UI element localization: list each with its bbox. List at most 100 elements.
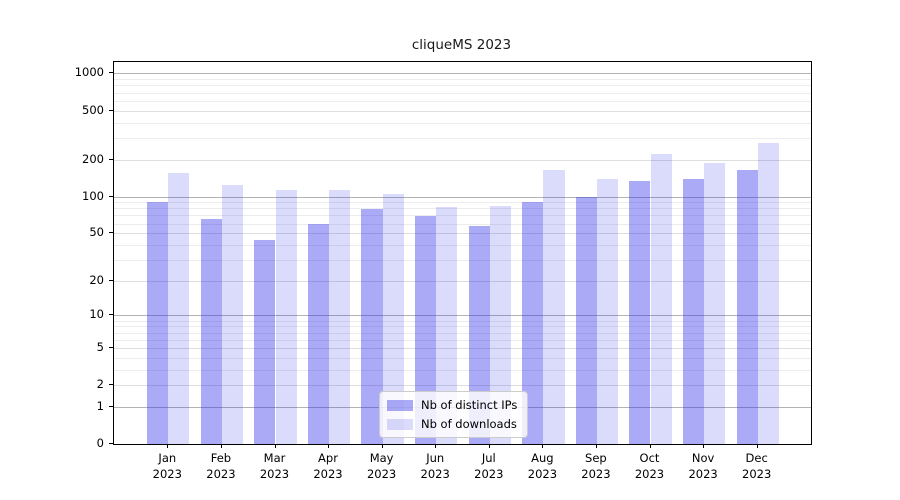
gridline-y-5	[114, 347, 811, 349]
gridline-y-9	[114, 320, 811, 322]
bar-ips-feb	[200, 219, 222, 444]
gridline-y-2	[114, 385, 811, 387]
xtick-mark-aug	[542, 444, 544, 448]
bar-ips-jul	[468, 226, 490, 444]
gridline-y-1000	[114, 73, 811, 75]
gridline-y-40	[114, 244, 811, 246]
ytick-mark-50	[109, 232, 113, 234]
legend-label-distinct-ips: Nb of distinct IPs	[421, 398, 518, 412]
bar-downloads-dec	[757, 142, 779, 444]
ytick-mark-500	[109, 109, 113, 111]
ytick-label-5: 5	[96, 339, 104, 354]
gridline-y-100	[114, 196, 811, 198]
xtick-mark-mar	[274, 444, 276, 448]
bar-ips-aug	[522, 201, 544, 444]
legend-swatch-downloads	[387, 418, 413, 430]
ytick-label-1: 1	[96, 398, 104, 413]
gridline-y-500	[114, 110, 811, 112]
bar-ips-may	[361, 209, 383, 444]
gridline-y-4	[114, 357, 811, 359]
legend-item-downloads: Nb of downloads	[387, 417, 517, 431]
bar-downloads-sep	[596, 179, 619, 444]
gridline-y-700	[114, 92, 811, 94]
bar-downloads-mar	[275, 190, 297, 444]
gridline-y-3	[114, 369, 811, 371]
xtick-label-dec: Dec 2023	[742, 451, 772, 481]
bar-downloads-jul	[489, 205, 511, 444]
bar-downloads-apr	[329, 189, 351, 444]
xtick-label-jan: Jan 2023	[152, 451, 182, 481]
xtick-label-aug: Aug 2023	[527, 451, 558, 481]
gridline-y-20	[114, 280, 811, 282]
gridline-y-6	[114, 339, 811, 341]
ytick-mark-100	[109, 195, 113, 197]
bar-downloads-nov	[704, 162, 726, 444]
ytick-mark-2	[109, 384, 113, 386]
legend-swatch-distinct-ips	[387, 399, 413, 411]
bar-downloads-feb	[221, 185, 244, 444]
gridline-y-400	[114, 122, 811, 124]
bar-downloads-jun	[436, 207, 458, 444]
ytick-label-2: 2	[96, 377, 104, 392]
legend-item-distinct-ips: Nb of distinct IPs	[387, 398, 517, 412]
bar-ips-apr	[307, 223, 329, 444]
ytick-label-500: 500	[82, 102, 104, 117]
ytick-label-10: 10	[89, 307, 104, 322]
gridline-y-7	[114, 332, 811, 334]
chart-title: cliqueMS 2023	[411, 37, 512, 53]
bar-downloads-jan	[168, 173, 190, 444]
xtick-label-apr: Apr 2023	[313, 451, 343, 481]
ytick-mark-20	[109, 279, 113, 281]
plot-area: Nb of distinct IPs Nb of downloads	[113, 61, 812, 445]
xtick-label-oct: Oct 2023	[634, 451, 665, 481]
gridline-y-50	[114, 233, 811, 235]
gridline-y-900	[114, 79, 811, 81]
bar-ips-jun	[415, 216, 437, 444]
bar-ips-oct	[629, 180, 651, 444]
legend-label-downloads: Nb of downloads	[421, 417, 517, 431]
xtick-mark-jan	[167, 444, 169, 448]
ytick-label-20: 20	[89, 272, 104, 287]
bar-ips-nov	[682, 179, 705, 444]
xtick-mark-apr	[328, 444, 329, 448]
gridline-y-600	[114, 100, 811, 102]
xtick-mark-jul	[488, 444, 490, 448]
ytick-label-0: 0	[96, 436, 104, 450]
ytick-label-200: 200	[82, 151, 104, 166]
gridline-y-300	[114, 137, 811, 139]
ytick-label-100: 100	[82, 188, 104, 203]
gridline-y-800	[114, 85, 811, 87]
xtick-mark-sep	[595, 444, 597, 448]
bar-ips-mar	[254, 239, 276, 444]
xtick-label-may: May 2023	[366, 451, 397, 481]
xtick-label-jul: Jul 2023	[474, 451, 504, 481]
ytick-mark-0	[109, 443, 113, 444]
ytick-mark-1	[109, 405, 113, 407]
xtick-mark-may	[381, 444, 383, 448]
bar-downloads-may	[382, 193, 404, 444]
ytick-label-50: 50	[89, 225, 104, 240]
xtick-label-mar: Mar 2023	[259, 451, 290, 481]
gridline-y-200	[114, 159, 811, 161]
ytick-mark-10	[109, 314, 113, 316]
xtick-label-feb: Feb 2023	[206, 451, 236, 481]
bar-ips-sep	[575, 197, 597, 444]
xtick-label-sep: Sep 2023	[581, 451, 611, 481]
gridline-y-10	[114, 315, 811, 317]
bar-ips-jan	[147, 201, 169, 444]
ytick-mark-1000	[109, 72, 113, 74]
bar-downloads-aug	[543, 169, 565, 444]
gridline-y-60	[114, 223, 811, 225]
ytick-mark-200	[109, 158, 113, 160]
gridline-y-30	[114, 259, 811, 261]
gridline-y-90	[114, 202, 811, 204]
bar-ips-dec	[736, 169, 758, 444]
xtick-mark-nov	[703, 444, 705, 448]
xtick-mark-jun	[435, 444, 437, 448]
xtick-mark-oct	[649, 444, 651, 448]
xtick-label-nov: Nov 2023	[688, 451, 718, 481]
xtick-mark-feb	[220, 444, 222, 448]
bar-downloads-oct	[650, 154, 672, 444]
xtick-label-jun: Jun 2023	[420, 451, 450, 481]
